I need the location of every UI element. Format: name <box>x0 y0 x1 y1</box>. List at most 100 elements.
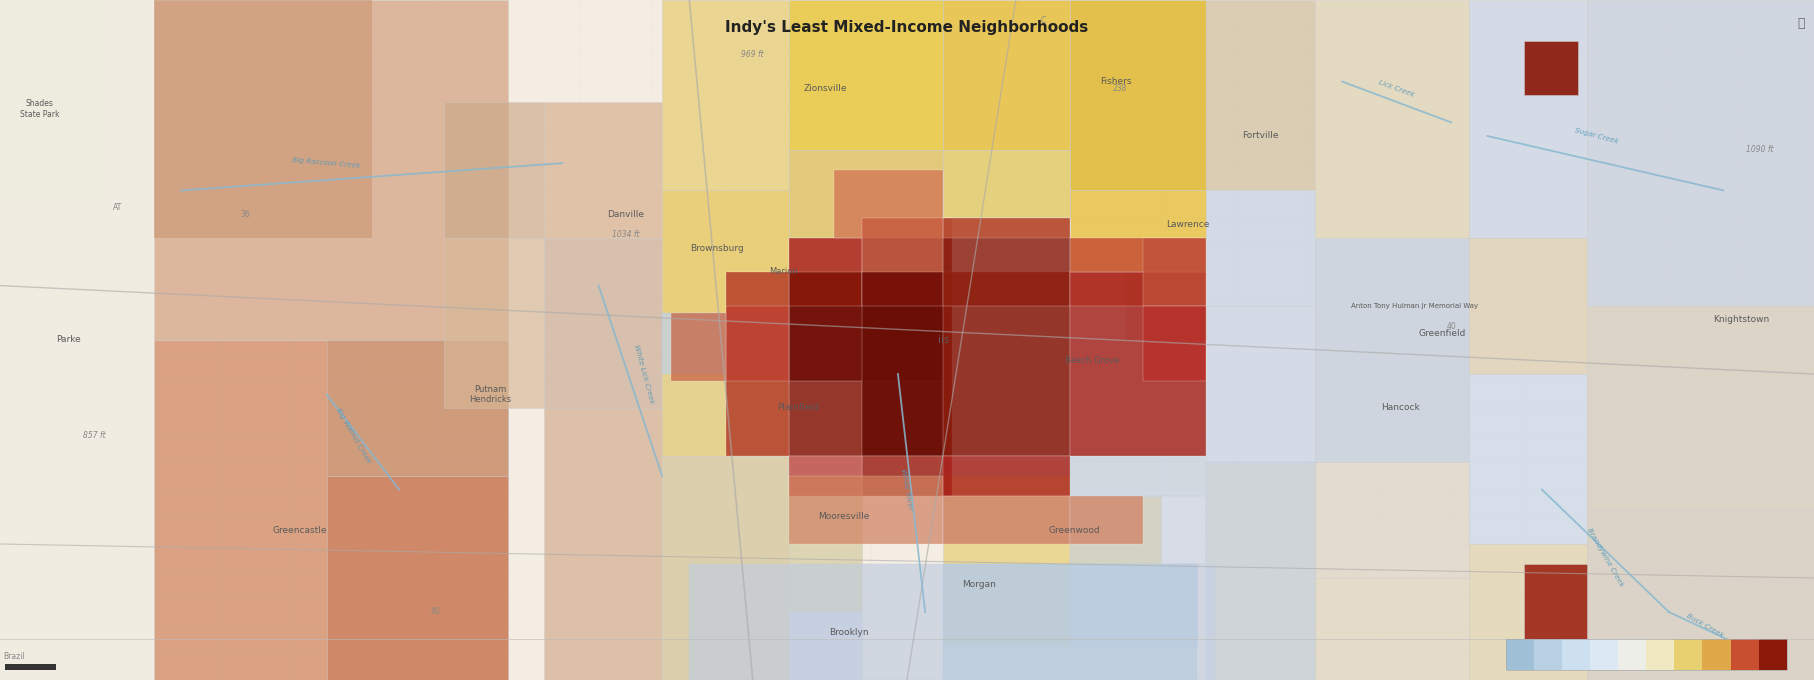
Text: AT: AT <box>112 203 123 212</box>
Bar <box>662 456 789 680</box>
Bar <box>544 238 662 408</box>
Bar <box>689 564 1215 680</box>
Bar <box>789 150 943 238</box>
Text: Lick Creek: Lick Creek <box>1379 79 1415 98</box>
Bar <box>1070 190 1206 272</box>
Text: Plainfield: Plainfield <box>776 403 820 413</box>
Text: 40: 40 <box>430 607 441 617</box>
Bar <box>662 190 789 313</box>
Text: Greencastle: Greencastle <box>272 526 327 535</box>
Bar <box>1647 639 1674 670</box>
Text: ⤢: ⤢ <box>1798 17 1805 30</box>
Bar <box>1070 496 1161 564</box>
Bar <box>1070 272 1206 306</box>
Bar <box>0 0 154 680</box>
Bar <box>1562 639 1589 670</box>
Bar <box>1674 639 1702 670</box>
Bar <box>671 313 726 381</box>
Text: Lawrence: Lawrence <box>1166 220 1210 229</box>
Bar <box>943 564 1070 646</box>
Text: Fortville: Fortville <box>1243 131 1279 141</box>
Bar <box>154 340 508 680</box>
Bar <box>789 612 862 680</box>
Text: C: C <box>1041 16 1045 25</box>
Bar <box>1469 0 1587 238</box>
Text: Danville: Danville <box>608 209 644 219</box>
Bar <box>1315 462 1469 578</box>
Bar <box>1070 496 1206 564</box>
Bar <box>1070 496 1143 544</box>
Bar <box>1206 462 1315 680</box>
Bar <box>662 313 789 374</box>
Bar <box>789 456 862 496</box>
Bar <box>943 218 1070 306</box>
Bar <box>1070 564 1197 646</box>
Bar <box>943 564 1197 680</box>
Bar <box>1206 190 1315 306</box>
Text: Mooresville: Mooresville <box>818 512 869 522</box>
Bar <box>154 0 1587 680</box>
Text: Fishers: Fishers <box>1099 77 1132 86</box>
Bar <box>1533 639 1562 670</box>
Text: 857 ft: 857 ft <box>83 430 105 440</box>
Bar <box>5 664 56 670</box>
Text: White Lick Creek: White Lick Creek <box>633 343 655 405</box>
Bar <box>1506 639 1533 670</box>
Text: Greenwood: Greenwood <box>1048 526 1099 535</box>
Text: Big Raccoon Creek: Big Raccoon Creek <box>292 157 361 169</box>
Bar <box>544 408 662 680</box>
Bar <box>1206 462 1315 680</box>
Text: Greenfield: Greenfield <box>1419 328 1466 338</box>
Bar <box>789 476 862 612</box>
Bar <box>1070 272 1206 456</box>
Bar <box>662 313 789 456</box>
Text: Shades
State Park: Shades State Park <box>20 99 60 118</box>
Bar <box>1524 564 1587 660</box>
Text: White River: White River <box>900 469 914 511</box>
Bar <box>789 0 943 150</box>
Bar <box>1315 238 1469 462</box>
Bar <box>943 218 1070 476</box>
Text: Zionsville: Zionsville <box>804 84 847 93</box>
Bar <box>862 456 952 496</box>
Bar <box>544 102 662 238</box>
Text: Hancock: Hancock <box>1380 403 1420 413</box>
Bar <box>1506 639 1787 670</box>
Text: 40: 40 <box>1446 322 1457 331</box>
Text: Putnam
Hendricks: Putnam Hendricks <box>468 385 512 404</box>
Bar <box>1315 578 1469 680</box>
Bar <box>1618 639 1645 670</box>
Text: Big Walnut Creek: Big Walnut Creek <box>336 407 372 464</box>
Bar <box>789 272 943 381</box>
Text: 36: 36 <box>239 209 250 219</box>
Bar <box>1589 639 1618 670</box>
Bar <box>1587 0 1814 680</box>
Text: 238: 238 <box>1112 84 1126 93</box>
Bar <box>154 0 508 340</box>
Bar <box>1731 639 1758 670</box>
Bar <box>789 238 943 272</box>
Bar <box>1587 306 1814 510</box>
Text: Anton Tony Hulman Jr Memorial Way: Anton Tony Hulman Jr Memorial Way <box>1351 303 1478 309</box>
Bar <box>1703 639 1731 670</box>
Bar <box>943 218 1070 238</box>
Bar <box>1143 238 1206 306</box>
Bar <box>1143 306 1206 381</box>
Text: 1090 ft: 1090 ft <box>1745 145 1774 154</box>
Text: Marion: Marion <box>769 267 798 277</box>
Text: 1034 ft: 1034 ft <box>611 230 640 239</box>
Bar <box>1760 639 1787 670</box>
Bar <box>444 238 544 408</box>
Bar <box>1469 238 1587 374</box>
Bar <box>0 0 109 204</box>
Text: Morgan: Morgan <box>963 580 996 590</box>
Bar <box>862 218 943 272</box>
Bar <box>789 476 943 544</box>
Text: 969 ft: 969 ft <box>742 50 764 59</box>
Text: Knightstown: Knightstown <box>1712 315 1770 324</box>
Bar <box>1315 0 1469 238</box>
Bar <box>789 272 943 456</box>
Bar <box>789 272 943 476</box>
Bar <box>1070 0 1206 190</box>
Bar <box>327 476 508 680</box>
